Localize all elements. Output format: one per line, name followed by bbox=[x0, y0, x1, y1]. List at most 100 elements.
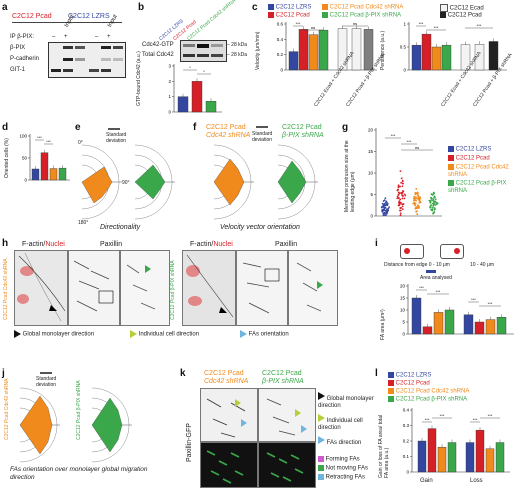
y-tick-label: 10 bbox=[400, 308, 406, 313]
i-scheme-1 bbox=[400, 244, 424, 259]
i-scheme-dot bbox=[454, 248, 460, 254]
data-point bbox=[433, 196, 436, 199]
i-scheme-2 bbox=[440, 244, 464, 259]
h-left-title-nuclei: Nuclei bbox=[45, 241, 65, 248]
g-legend-swatch bbox=[448, 155, 454, 161]
data-point bbox=[401, 203, 404, 206]
data-point bbox=[397, 186, 400, 189]
h-legend-fa: FAs orientation bbox=[240, 330, 289, 339]
data-point bbox=[398, 203, 401, 206]
c-velocity-chart: 0 0.2 0.4 0.6 *** ns ns bbox=[277, 21, 377, 73]
k-image-content bbox=[266, 452, 304, 482]
k-fa-swatch bbox=[318, 465, 324, 471]
significance-label: *** bbox=[473, 417, 478, 422]
y-tick-label: 20 bbox=[368, 128, 374, 133]
i-chart: 0 5 10 15 20 *** *** *** *** bbox=[400, 284, 514, 337]
panel-h-letter: h bbox=[2, 238, 9, 249]
data-point bbox=[415, 192, 418, 195]
h-image-paxillin-cdc42-2 bbox=[120, 250, 170, 326]
c-legend-swatch bbox=[440, 12, 446, 18]
data-point bbox=[397, 184, 400, 187]
panel-k-letter: k bbox=[180, 368, 186, 379]
k-legend-cell: Individual cell direction bbox=[318, 414, 374, 432]
data-point bbox=[399, 185, 401, 188]
a-header-pcad: C2C12 Pcad bbox=[12, 13, 52, 20]
h-right-title-paxillin: Paxillin bbox=[275, 241, 298, 248]
l-ylabel: Gain or loss of FA area/ total FA area (… bbox=[378, 414, 390, 478]
bar bbox=[177, 96, 189, 113]
l-legend-cdc42: C2C12 Pcad Cdc42 shRNA bbox=[388, 388, 469, 396]
data-point bbox=[401, 182, 404, 185]
h-image-actin-bpix bbox=[182, 250, 236, 326]
i-area-bar bbox=[426, 270, 436, 273]
panel-a-letter: a bbox=[2, 2, 8, 13]
data-point bbox=[414, 202, 417, 205]
data-point bbox=[432, 212, 435, 214]
k-fa-forming: Forming FAs bbox=[318, 456, 360, 464]
y-tick-label: 0 bbox=[402, 332, 405, 337]
g-legend-swatch bbox=[448, 146, 454, 152]
panel-b-letter: b bbox=[138, 2, 145, 13]
data-point bbox=[432, 198, 435, 201]
c-legend-swatch bbox=[322, 4, 328, 10]
significance-label: ns bbox=[353, 21, 357, 26]
y-tick-label: 10 bbox=[368, 171, 374, 176]
panel-i-letter: i bbox=[375, 238, 378, 249]
data-point bbox=[397, 188, 399, 191]
panel-g-letter: g bbox=[342, 122, 349, 133]
data-point bbox=[432, 204, 435, 207]
c-legend-pcad: C2C12 Pcad bbox=[268, 12, 310, 20]
k-header-2: C2C12 Pcad bbox=[262, 370, 302, 377]
k-header-2b: β-PIX shRNA bbox=[262, 378, 304, 385]
f-header-1b: Cdc42 shRNA bbox=[206, 132, 251, 139]
h-right-title-nuclei: Nuclei bbox=[213, 241, 233, 248]
bar bbox=[337, 28, 348, 71]
data-point bbox=[400, 206, 402, 209]
data-point bbox=[383, 206, 385, 209]
k-image-bpix-top bbox=[258, 388, 316, 442]
k-fa-label: Not moving FAs bbox=[325, 465, 369, 472]
d-ylabel: Oriented cells (%) bbox=[4, 138, 10, 178]
bar bbox=[485, 448, 495, 473]
h-image-content bbox=[237, 251, 287, 325]
e-std-bar bbox=[108, 128, 120, 130]
data-point bbox=[417, 194, 419, 197]
b-chart: 0 1 2 3 * * bbox=[168, 64, 222, 115]
significance-label: *** bbox=[46, 139, 51, 144]
bar bbox=[421, 33, 432, 71]
data-point bbox=[401, 185, 404, 188]
h-image-actin-cdc42 bbox=[14, 250, 68, 326]
bar bbox=[441, 44, 452, 71]
significance-label: *** bbox=[425, 417, 430, 422]
j-rose-orange bbox=[19, 387, 60, 463]
k-legend-label: Individual cell direction bbox=[318, 418, 363, 431]
data-point bbox=[414, 199, 417, 201]
k-header-1b: Cdc42 shRNA bbox=[204, 378, 249, 385]
data-point bbox=[384, 209, 386, 212]
h-left-title: F-actin/Nuclei bbox=[22, 241, 65, 248]
y-tick-label: 0 bbox=[24, 178, 27, 183]
significance-label: *** bbox=[488, 301, 493, 306]
data-point bbox=[383, 203, 386, 206]
data-point bbox=[384, 214, 387, 217]
g-ylabel: Membrane protrusion size at the leading … bbox=[344, 140, 356, 212]
bar bbox=[488, 41, 499, 71]
y-tick-label: 15 bbox=[368, 149, 374, 154]
bar bbox=[431, 46, 442, 71]
f-std-bar bbox=[256, 126, 268, 128]
f-rose-green bbox=[277, 144, 318, 220]
bar bbox=[417, 440, 427, 473]
data-point bbox=[385, 203, 388, 206]
c-legend-label: C2C12 LZRS bbox=[275, 4, 312, 11]
bar bbox=[495, 442, 505, 473]
c-persistence-chart: 0 0.5 1 *** *** *** bbox=[400, 21, 507, 73]
bar bbox=[318, 29, 329, 71]
y-tick-label: 0.3 bbox=[403, 423, 410, 428]
panel-f-letter: f bbox=[193, 122, 197, 133]
bar bbox=[49, 168, 58, 181]
g-legend-pcad: C2C12 Pcad bbox=[448, 155, 490, 163]
data-point bbox=[402, 190, 405, 193]
g-legend-swatch bbox=[448, 164, 454, 170]
panel-d-letter: d bbox=[2, 122, 9, 133]
k-legend-global: Global monolayer direction bbox=[318, 392, 374, 410]
